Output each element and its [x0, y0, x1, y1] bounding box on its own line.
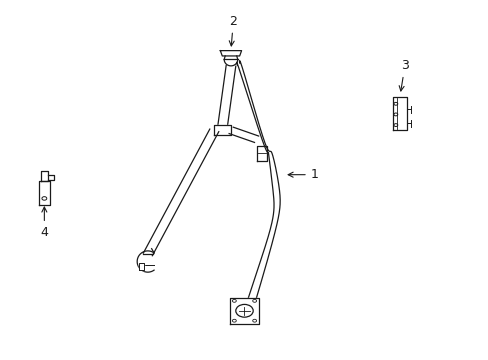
Polygon shape	[393, 97, 406, 130]
Text: 2: 2	[229, 15, 237, 46]
Text: 4: 4	[41, 207, 48, 239]
Polygon shape	[214, 125, 231, 135]
Polygon shape	[220, 51, 241, 56]
Polygon shape	[139, 263, 143, 270]
Text: 1: 1	[287, 168, 318, 181]
Text: 3: 3	[398, 59, 408, 91]
Polygon shape	[256, 146, 266, 161]
Polygon shape	[41, 171, 48, 181]
Polygon shape	[230, 298, 258, 324]
Polygon shape	[39, 181, 50, 205]
